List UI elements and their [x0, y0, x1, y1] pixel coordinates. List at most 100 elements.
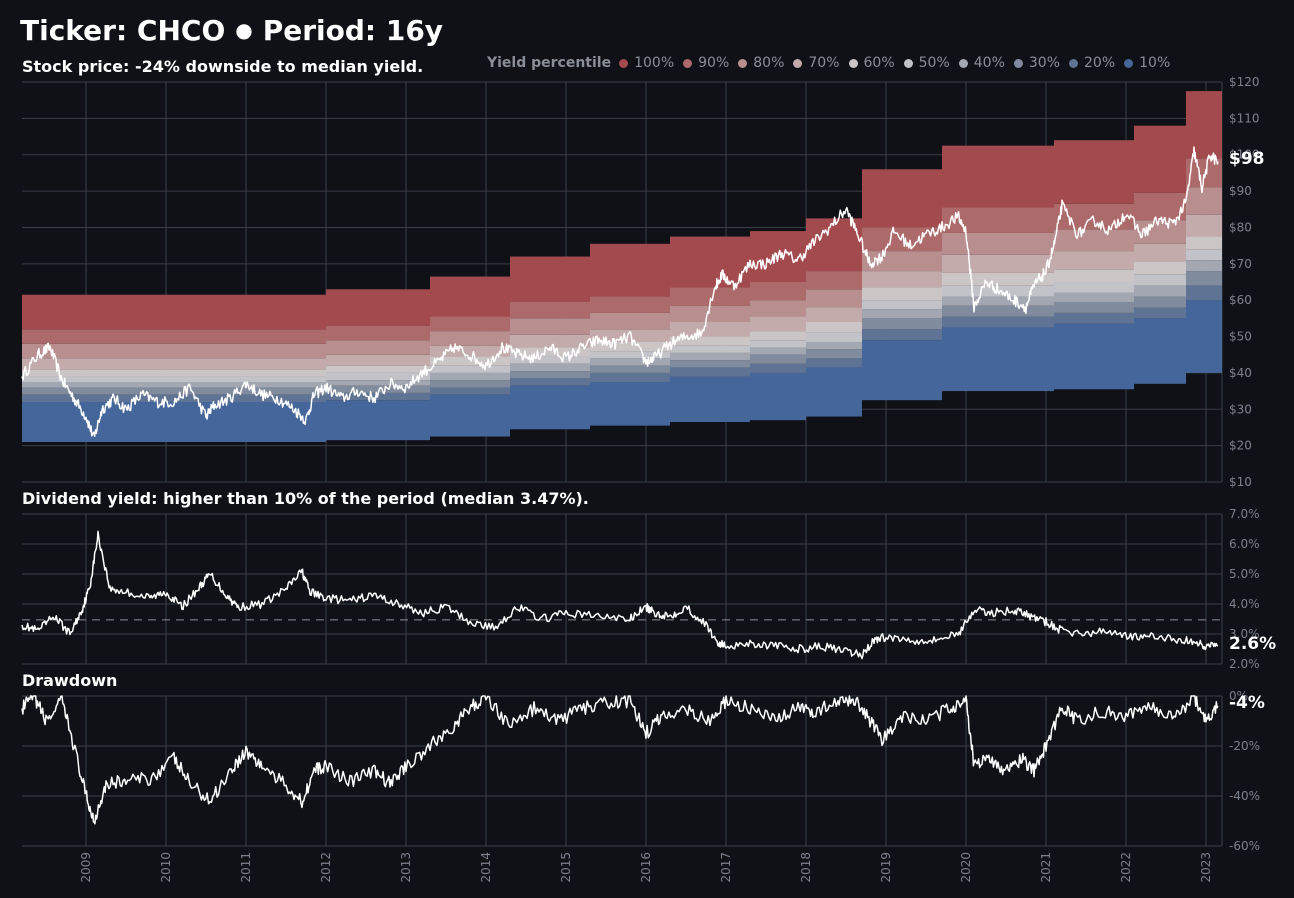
y-tick-label: 4.0%: [1229, 597, 1260, 611]
y-tick-label: -60%: [1229, 839, 1260, 853]
band-30%: [22, 387, 326, 395]
band-60%: [510, 347, 590, 357]
band-70%: [1186, 214, 1222, 237]
legend-label: 80%: [753, 55, 785, 71]
band-30%: [942, 305, 1054, 317]
band-10%: [750, 372, 806, 421]
band-10%: [22, 402, 326, 442]
band-80%: [1134, 220, 1186, 244]
legend-label: 10%: [1139, 55, 1171, 71]
band-20%: [670, 367, 750, 377]
band-90%: [590, 296, 670, 313]
band-30%: [862, 318, 942, 330]
band-100%: [430, 276, 510, 317]
band-80%: [942, 232, 1054, 255]
band-30%: [430, 380, 510, 388]
band-30%: [670, 360, 750, 368]
band-30%: [590, 365, 670, 373]
band-40%: [1186, 260, 1222, 272]
band-100%: [326, 289, 430, 326]
legend-item-50: 50%: [903, 55, 950, 71]
band-60%: [430, 356, 510, 366]
band-50%: [806, 332, 862, 342]
page-title: Ticker: CHCO ● Period: 16y: [20, 14, 443, 47]
y-tick-label: $20: [1229, 439, 1252, 453]
y-tick-label: -20%: [1229, 739, 1260, 753]
y-tick-label: $30: [1229, 402, 1252, 416]
y-tick-label: $100: [1229, 148, 1260, 162]
legend-dot: [903, 58, 913, 68]
x-tick-label: 2009: [79, 852, 93, 883]
band-90%: [862, 227, 942, 252]
legend-item-20: 20%: [1069, 55, 1115, 71]
band-100%: [590, 243, 670, 297]
band-80%: [750, 300, 806, 317]
legend-label: 20%: [1084, 55, 1116, 71]
band-30%: [510, 371, 590, 379]
legend-label: 70%: [808, 55, 840, 71]
band-20%: [510, 378, 590, 386]
drawdown-last-value: -4%: [1229, 693, 1265, 713]
band-100%: [510, 256, 590, 302]
band-70%: [750, 316, 806, 332]
band-80%: [510, 318, 590, 335]
band-20%: [1134, 307, 1186, 319]
band-90%: [430, 316, 510, 332]
yield-last-value: 2.6%: [1229, 634, 1277, 654]
band-60%: [590, 342, 670, 352]
band-100%: [1186, 91, 1222, 159]
legend-label: 30%: [1028, 55, 1060, 71]
x-tick-label: 2017: [719, 852, 733, 883]
y-tick-label: $10: [1229, 475, 1252, 489]
band-70%: [942, 254, 1054, 273]
band-10%: [806, 367, 862, 417]
band-80%: [806, 289, 862, 308]
x-tick-label: 2013: [399, 852, 413, 883]
legend-item-60: 60%: [848, 55, 895, 71]
price-last-value: $98: [1229, 149, 1265, 169]
yield-panel-title: Dividend yield: higher than 10% of the p…: [22, 489, 589, 508]
band-10%: [590, 382, 670, 426]
band-60%: [862, 287, 942, 301]
y-tick-label: 0%: [1229, 689, 1248, 703]
band-100%: [670, 236, 750, 288]
band-50%: [1134, 274, 1186, 286]
period-label: Period: 16y: [262, 14, 444, 47]
legend-dot: [1013, 58, 1023, 68]
legend-dot: [958, 58, 968, 68]
band-30%: [750, 354, 806, 364]
band-10%: [510, 385, 590, 430]
band-60%: [1134, 262, 1186, 275]
band-50%: [750, 340, 806, 348]
band-100%: [806, 218, 862, 272]
y-tick-label: 5.0%: [1229, 567, 1260, 581]
y-tick-label: -40%: [1229, 789, 1260, 803]
band-90%: [326, 325, 430, 341]
panel-drawdown: -60% -40% -20% 0%: [22, 689, 1260, 853]
band-10%: [430, 394, 510, 437]
band-100%: [942, 145, 1054, 208]
band-30%: [1134, 296, 1186, 308]
band-60%: [326, 365, 430, 373]
band-70%: [1054, 251, 1134, 270]
legend-label: 40%: [973, 55, 1005, 71]
ticker-label: Ticker: CHCO: [20, 14, 226, 47]
legend-dot: [793, 58, 803, 68]
band-40%: [670, 352, 750, 361]
band-10%: [1186, 300, 1222, 373]
band-10%: [942, 327, 1054, 392]
x-tick-label: 2010: [159, 852, 173, 883]
yield-percentile-legend: Yield percentile 100% 90% 80% 70% 60% 50…: [487, 55, 1179, 71]
legend-dot: [738, 58, 748, 68]
band-60%: [1186, 236, 1222, 250]
band-80%: [670, 305, 750, 322]
band-50%: [670, 345, 750, 353]
drawdown-series-line: [21, 695, 1219, 825]
legend-item-80: 80%: [738, 55, 784, 71]
band-50%: [862, 300, 942, 310]
band-60%: [942, 272, 1054, 286]
band-50%: [430, 365, 510, 373]
band-20%: [806, 358, 862, 368]
y-tick-label: $40: [1229, 366, 1252, 380]
